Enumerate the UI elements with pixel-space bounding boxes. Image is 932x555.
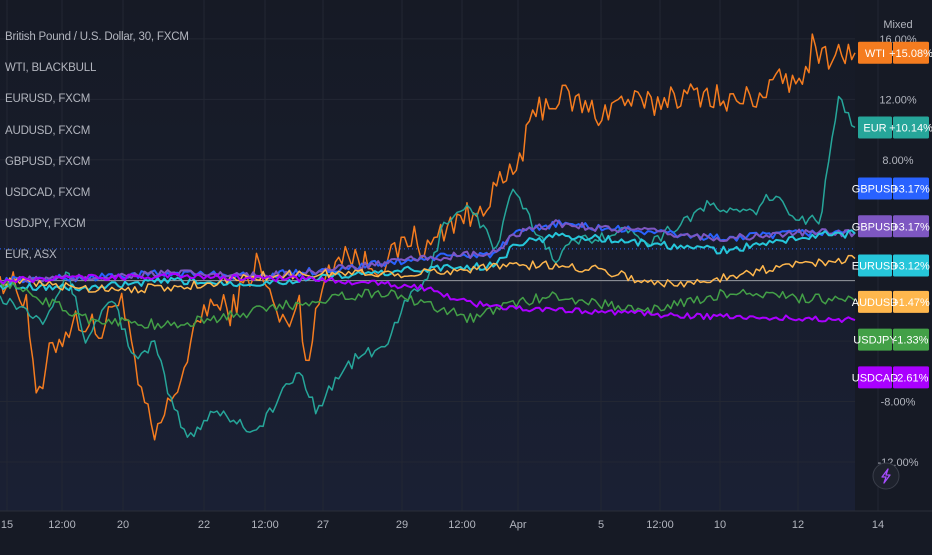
- y-tick-label: 12.00%: [879, 94, 917, 106]
- x-tick-label: 12:00: [48, 519, 76, 531]
- badge-value: +3.17%: [892, 183, 930, 195]
- badge-usdcad: USDCAD-2.61%: [852, 366, 929, 389]
- series-line-eurusd[interactable]: [0, 229, 856, 292]
- badge-label: WTI: [865, 48, 885, 60]
- x-axis[interactable]: 15 12:00 20 22 12:00 27 29 12:00 Apr 5 12:00 10 12 14: [0, 510, 932, 531]
- badge-label: AUDUSD: [852, 297, 899, 309]
- badge-eurusd: EURUSD+3.12%: [852, 254, 930, 277]
- series-legend: British Pound / U.S. Dollar, 30, FXCM WT…: [5, 22, 189, 272]
- y-tick-label: 8.00%: [882, 155, 913, 167]
- x-tick-label: 12:00: [448, 519, 476, 531]
- badge-audusd: AUDUSD+1.47%: [852, 290, 930, 313]
- badge-label: GBPUSD: [852, 221, 899, 233]
- badge-label: USDCAD: [852, 372, 899, 384]
- badge-value: +3.12%: [892, 261, 930, 273]
- series-line-usdcad[interactable]: [0, 272, 856, 323]
- x-tick-label: 10: [714, 519, 726, 531]
- legend-item-eur[interactable]: EUR, ASX: [5, 249, 57, 262]
- series-line-eur[interactable]: [0, 95, 856, 438]
- x-tick-label: 12: [792, 519, 804, 531]
- legend-item-usdjpy[interactable]: USDJPY, FXCM: [5, 218, 86, 231]
- badge-label: USDJPY: [853, 335, 897, 347]
- y-tick-label: -8.00%: [881, 397, 916, 409]
- x-tick-label: 22: [198, 519, 210, 531]
- badge-gbpusd: GBPUSD+3.17%: [852, 215, 930, 238]
- plot-background: [0, 0, 855, 511]
- badge-usdjpy: USDJPY-1.33%: [853, 328, 929, 351]
- legend-item-wti[interactable]: WTI, BLACKBULL: [5, 62, 97, 75]
- x-tick-label: 15: [1, 519, 13, 531]
- badge-wti: WTI +15.08%: [858, 41, 932, 64]
- badge-value: +10.14%: [889, 122, 932, 134]
- legend-item-eurusd[interactable]: EURUSD, FXCM: [5, 93, 91, 106]
- x-tick-label: 20: [117, 519, 129, 531]
- badge-value: -1.33%: [894, 335, 929, 347]
- series-line-usdjpy[interactable]: [0, 278, 856, 331]
- y-axis[interactable]: 16.00%12.00%8.00%-8.00%-12.00%: [878, 34, 919, 469]
- badge-gbpusd: GBPUSD+3.17%: [852, 177, 930, 200]
- chart-title[interactable]: British Pound / U.S. Dollar, 30, FXCM: [5, 31, 189, 43]
- series-line-audusd[interactable]: [0, 254, 856, 294]
- badge-label: GBPUSD: [852, 183, 899, 195]
- x-tick-label: 12:00: [646, 519, 674, 531]
- x-tick-label: 27: [317, 519, 329, 531]
- x-tick-label: 12:00: [251, 519, 279, 531]
- badge-value: +1.47%: [892, 297, 930, 309]
- badge-label: EURUSD: [852, 261, 899, 273]
- badge-label: EUR: [863, 122, 886, 134]
- badge-value: +15.08%: [889, 48, 932, 60]
- x-tick-label: Apr: [509, 519, 526, 531]
- x-tick-label: 5: [598, 519, 604, 531]
- series-line-wti[interactable]: [0, 33, 856, 441]
- series-lines[interactable]: [0, 33, 856, 441]
- badge-value: -2.61%: [894, 372, 929, 384]
- last-value-badges: WTI +15.08%EUR +10.14%GBPUSD+3.17%GBPUSD+3…: [852, 41, 932, 389]
- legend-item-usdcad[interactable]: USDCAD, FXCM: [5, 186, 91, 199]
- badge-value: +3.17%: [892, 221, 930, 233]
- badge-eur: EUR +10.14%: [858, 116, 932, 139]
- legend-item-audusd[interactable]: AUDUSD, FXCM: [5, 124, 91, 137]
- x-tick-label: 29: [396, 519, 408, 531]
- x-tick-label: 14: [872, 519, 884, 531]
- series-line-gbpusd[interactable]: [0, 219, 856, 286]
- scale-mode-label[interactable]: Mixed: [883, 19, 912, 31]
- lightning-icon[interactable]: [872, 462, 900, 490]
- legend-item-gbpusd[interactable]: GBPUSD, FXCM: [5, 155, 91, 168]
